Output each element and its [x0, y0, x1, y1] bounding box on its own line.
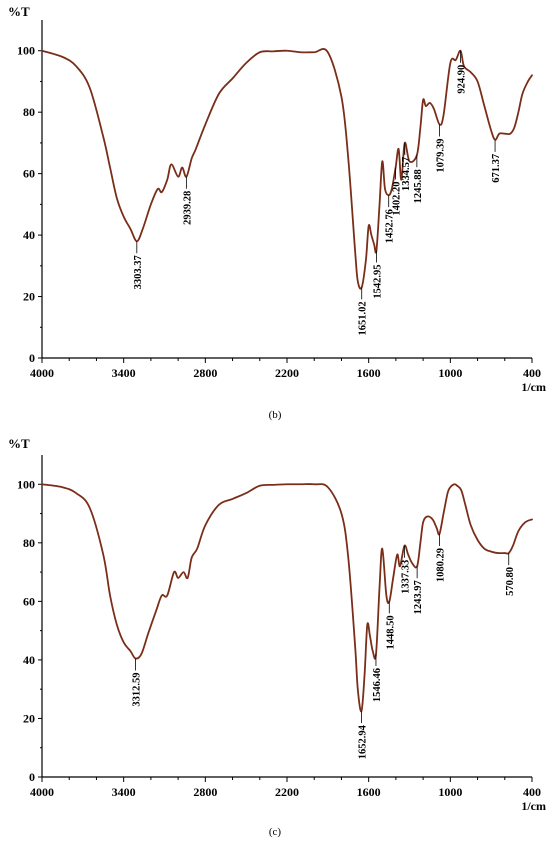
chart-b-spectrum-line	[41, 48, 533, 290]
chart-b-y-tick-label: 0	[29, 351, 35, 365]
spectrum-chart-c: 0 20 40 60 80 100 4000 3400 2800 2200 1600 1000 400%…	[8, 436, 546, 838]
chart-c-x-tick-label: 1000	[438, 785, 462, 799]
chart-c-spectrum-line	[41, 483, 533, 713]
chart-b-peak-label: 1334.57	[401, 157, 412, 191]
chart-c-peak-label: 3312.59	[132, 672, 143, 706]
chart-c-x-tick-label: 4000	[30, 785, 54, 799]
chart-b-x-tick-label: 3400	[112, 366, 136, 380]
chart-b-peak-label: 1651.02	[358, 301, 369, 335]
chart-b-y-tick-label: 80	[23, 105, 35, 119]
chart-b-x-tick-label: 400	[523, 366, 541, 380]
chart-b-peak-label: 1245.88	[413, 169, 424, 203]
chart-b-y-tick-label: 40	[23, 228, 35, 242]
chart-b-peak-label: 1452.76	[385, 209, 396, 243]
chart-b-y-tick-label: 20	[23, 290, 35, 304]
chart-c-y-tick-label: 40	[23, 653, 35, 667]
chart-c-y-tick-label: 80	[23, 536, 35, 550]
chart-c-x-tick-label: 400	[523, 785, 541, 799]
spectrum-chart-b: 0 20 40 60 80 100 4000 3400 2800 2200 1600 1000 400%…	[8, 4, 546, 421]
chart-b-peak-label: 3303.37	[133, 255, 144, 289]
chart-c-peak-label: 1652.94	[357, 724, 368, 759]
chart-c-panel-label: (c)	[269, 826, 282, 838]
chart-b-x-tick-label: 4000	[30, 366, 54, 380]
chart-b-x-tick-label: 2200	[275, 366, 299, 380]
chart-b-x-tick-label: 1600	[357, 366, 381, 380]
chart-c-x-tick-label: 1600	[357, 785, 381, 799]
chart-c-x-tick-label: 2800	[193, 785, 217, 799]
chart-b-panel-label: (b)	[269, 409, 282, 421]
chart-b-peak-label: 924.90	[457, 65, 468, 94]
chart-c-peak-label: 1080.29	[435, 548, 446, 582]
chart-b-peak-label: 2939.28	[182, 191, 193, 225]
chart-b-peak-label: 1542.95	[372, 264, 383, 298]
chart-b-peak-label: 1079.39	[436, 138, 447, 172]
chart-c-peak-label: 1448.50	[385, 615, 396, 649]
chart-c-peak-label: 1337.33	[400, 560, 411, 594]
chart-c-y-tick-label: 0	[29, 770, 35, 784]
chart-b-x-tick-label: 2800	[193, 366, 217, 380]
chart-b-peak-label: 671.37	[491, 154, 502, 183]
chart-c-y-tick-label: 100	[17, 477, 35, 491]
chart-c-ylabel: %T	[8, 436, 30, 451]
chart-b-y-tick-label: 60	[23, 167, 35, 181]
chart-c-y-tick-label: 20	[23, 711, 35, 725]
chart-c-peak-label: 570.80	[505, 567, 516, 596]
chart-c-x-tick-label: 2200	[275, 785, 299, 799]
chart-b-y-tick-label: 100	[17, 44, 35, 58]
chart-c-xlabel: 1/cm	[521, 799, 546, 813]
chart-b-ylabel: %T	[8, 4, 30, 19]
chart-c-peak-label: 1546.46	[372, 668, 383, 702]
chart-b-xlabel: 1/cm	[521, 380, 546, 394]
chart-b-peak-label: 1402.20	[392, 181, 403, 215]
chart-b-x-tick-label: 1000	[438, 366, 462, 380]
chart-c-y-tick-label: 60	[23, 594, 35, 608]
chart-c-peak-label: 1243.97	[413, 580, 424, 614]
chart-c-x-tick-label: 3400	[112, 785, 136, 799]
